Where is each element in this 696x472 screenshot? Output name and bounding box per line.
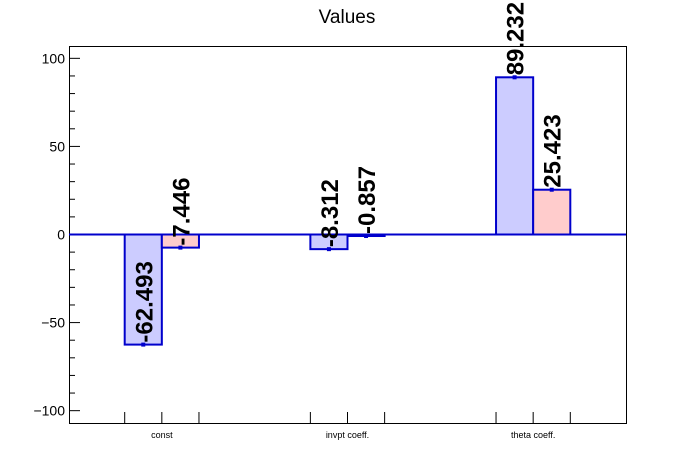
bar-end-marker [141, 342, 146, 347]
bar-end-marker [364, 234, 369, 239]
x-category-label: invpt coeff. [326, 430, 369, 440]
y-tick-label: 50 [49, 138, 65, 154]
chart-title: Values [319, 7, 376, 28]
y-tick-label: 100 [42, 50, 66, 66]
data-label: -7.446 [168, 178, 195, 246]
bar-end-marker [178, 245, 183, 250]
bar [123, 233, 163, 346]
x-axis: const invpt coeff. theta coeff. [124, 412, 571, 440]
data-label: 89.232 [503, 2, 530, 75]
x-category-label: theta coeff. [511, 430, 555, 440]
data-label: -8.312 [317, 179, 344, 247]
x-category-label: const [151, 430, 173, 440]
y-tick-label: −50 [41, 315, 65, 331]
bar [532, 188, 572, 236]
data-labels: -62.493 -8.312 89.232 -7.446 -0.857 25.423 [131, 2, 566, 343]
y-tick-label: 0 [57, 227, 65, 243]
y-tick-label: −100 [33, 403, 65, 419]
y-axis: −100 −50 0 50 100 [33, 50, 80, 419]
bar-end-marker [326, 247, 331, 252]
bar-end-marker [549, 187, 554, 192]
data-label: -62.493 [131, 261, 158, 342]
bar-end-marker [512, 75, 517, 80]
data-label: 25.423 [540, 114, 567, 187]
bar [495, 76, 535, 236]
data-label: -0.857 [354, 166, 381, 234]
